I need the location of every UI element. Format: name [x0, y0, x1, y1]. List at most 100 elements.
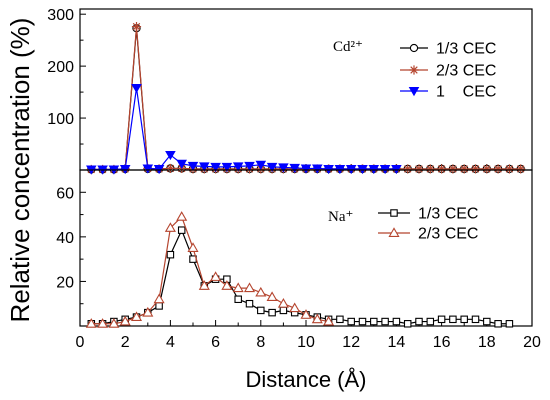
cd-data-point-1-cec — [131, 83, 142, 94]
na-data-point-2-3-cec — [97, 318, 109, 328]
na-data-point-2-3-cec — [266, 291, 278, 301]
na-data-point-1-3-cec — [370, 317, 378, 326]
na-data-point-2-3-cec — [232, 282, 244, 293]
cd-data-point-1-cec — [244, 161, 255, 172]
x-axis-label: Distance (Å) — [245, 367, 366, 392]
na-data-point-1-3-cec — [257, 306, 265, 315]
na-data-point-2-3-cec — [323, 315, 335, 326]
na-data-point-1-3-cec — [279, 306, 288, 315]
cd-data-point-2-3-cec — [459, 164, 469, 174]
na-data-point-2-3-cec — [119, 315, 131, 326]
x-tick-label: 8 — [256, 334, 265, 351]
na-legend-label-1-3-cec: 1/3 CEC — [418, 206, 478, 223]
na-data-point-1-3-cec — [471, 315, 480, 324]
x-tick-label: 2 — [121, 334, 130, 351]
cd-data-point-1-cec — [357, 164, 368, 175]
cd-data-point-2-3-cec — [414, 164, 424, 174]
na-data-point-1-3-cec — [392, 317, 401, 326]
cd-data-point-2-3-cec — [493, 164, 503, 174]
na-data-point-1-3-cec — [358, 317, 367, 326]
cd-data-point-1-cec — [266, 162, 278, 173]
cd-data-point-1-cec — [210, 162, 221, 173]
na-data-point-1-3-cec — [166, 250, 175, 259]
x-tick-label: 14 — [388, 334, 406, 351]
cd-data-point-1-cec — [199, 162, 210, 172]
na-data-point-2-3-cec — [311, 313, 323, 324]
cd-data-point-1-cec — [232, 162, 244, 172]
na-data-point-1-3-cec — [403, 320, 412, 328]
na-data-point-2-3-cec — [198, 280, 210, 290]
x-tick-label: 18 — [478, 334, 496, 351]
cd-data-point-1-cec — [153, 164, 165, 175]
cd-data-point-1-cec — [368, 164, 380, 175]
cd-data-point-2-3-cec — [437, 164, 447, 174]
na-data-point-1-3-cec — [268, 308, 276, 317]
cd-data-point-1-cec — [119, 164, 131, 175]
na-legend-marker-1-3-cec — [390, 209, 398, 217]
cd-data-point-1-cec — [345, 164, 357, 175]
cd-data-point-2-3-cec — [448, 164, 458, 174]
x-tick-label: 12 — [342, 334, 360, 351]
na-data-point-1-3-cec — [155, 302, 163, 310]
na-y-tick-label: 20 — [56, 274, 74, 291]
cd-legend-marker-1-cec — [408, 87, 420, 97]
cd-legend-marker-2-3-cec — [409, 65, 419, 75]
na-data-point-2-3-cec — [243, 282, 256, 293]
na-data-point-2-3-cec — [130, 311, 143, 322]
na-data-point-2-3-cec — [300, 309, 312, 319]
cd-y-tick-label: 100 — [47, 111, 74, 128]
cd-data-point-1-cec — [334, 164, 346, 175]
na-data-point-2-3-cec — [255, 286, 267, 297]
cd-data-point-2-3-cec — [516, 164, 526, 174]
na-data-point-1-3-cec — [415, 317, 423, 326]
na-data-point-1-3-cec — [426, 317, 435, 326]
na-data-point-2-3-cec — [85, 318, 97, 328]
cd-data-point-1-cec — [323, 164, 334, 175]
na-data-point-1-3-cec — [245, 299, 254, 308]
cd-legend-label-2-3-cec: 2/3 CEC — [436, 63, 496, 80]
na-legend-label-2-3-cec: 2/3 CEC — [418, 226, 478, 243]
cd-data-point-2-3-cec — [131, 22, 142, 32]
cd-data-point-1-cec — [255, 160, 267, 171]
cd-legend-label-1-cec: 1 CEC — [436, 84, 496, 101]
cd-data-point-1-cec — [176, 159, 187, 169]
na-series-line-2-3-cec — [91, 216, 329, 325]
cd-series-line-1-cec — [91, 87, 397, 171]
cd-series-1-cec — [86, 83, 402, 175]
na-y-tick-label: 60 — [56, 185, 74, 202]
cd-panel: 100 200 300 Cd²⁺ 1/3 CEC 2/3 CEC 1 CEC — [47, 7, 533, 175]
na-y-tick-label: 40 — [56, 230, 74, 247]
na-data-point-1-3-cec — [381, 317, 389, 326]
na-panel: 20 40 60 Na⁺ 1/3 CEC 2/3 CEC — [56, 169, 533, 328]
na-data-point-1-3-cec — [177, 226, 186, 234]
na-data-point-2-3-cec — [142, 306, 154, 317]
cd-data-point-1-cec — [312, 164, 323, 174]
na-legend-entry-1-3-cec: 1/3 CEC — [378, 206, 478, 223]
cd-data-point-2-3-cec — [482, 164, 492, 174]
cd-data-point-1-cec — [187, 161, 199, 172]
cd-data-point-2-3-cec — [403, 164, 413, 174]
na-legend-entry-2-3-cec: 2/3 CEC — [378, 226, 478, 243]
x-tick-label: 20 — [523, 334, 541, 351]
na-data-point-2-3-cec — [277, 298, 289, 308]
cd-legend-entry-2-3-cec: 2/3 CEC — [400, 63, 496, 80]
x-tick-label: 0 — [76, 334, 85, 351]
cd-legend-entry-1-3-cec: 1/3 CEC — [400, 41, 496, 58]
na-data-point-2-3-cec — [164, 222, 176, 232]
cd-legend: Cd²⁺ 1/3 CEC 2/3 CEC 1 CEC — [333, 39, 496, 101]
cd-data-point-1-cec — [391, 164, 402, 175]
x-tick-label: 16 — [433, 334, 451, 351]
na-data-point-1-3-cec — [234, 295, 242, 304]
na-legend-marker-2-3-cec — [388, 227, 400, 237]
na-data-point-2-3-cec — [210, 271, 222, 281]
cd-data-point-2-3-cec — [425, 164, 435, 174]
na-plot-frame — [79, 169, 533, 327]
cd-data-point-1-cec — [221, 162, 233, 173]
na-series-2-3-cec — [85, 211, 335, 328]
cd-ion-label: Cd²⁺ — [333, 39, 363, 55]
cd-data-point-1-cec — [379, 164, 391, 175]
na-data-point-1-3-cec — [483, 317, 491, 326]
na-data-point-1-3-cec — [494, 320, 502, 328]
cd-data-point-2-3-cec — [165, 163, 175, 174]
